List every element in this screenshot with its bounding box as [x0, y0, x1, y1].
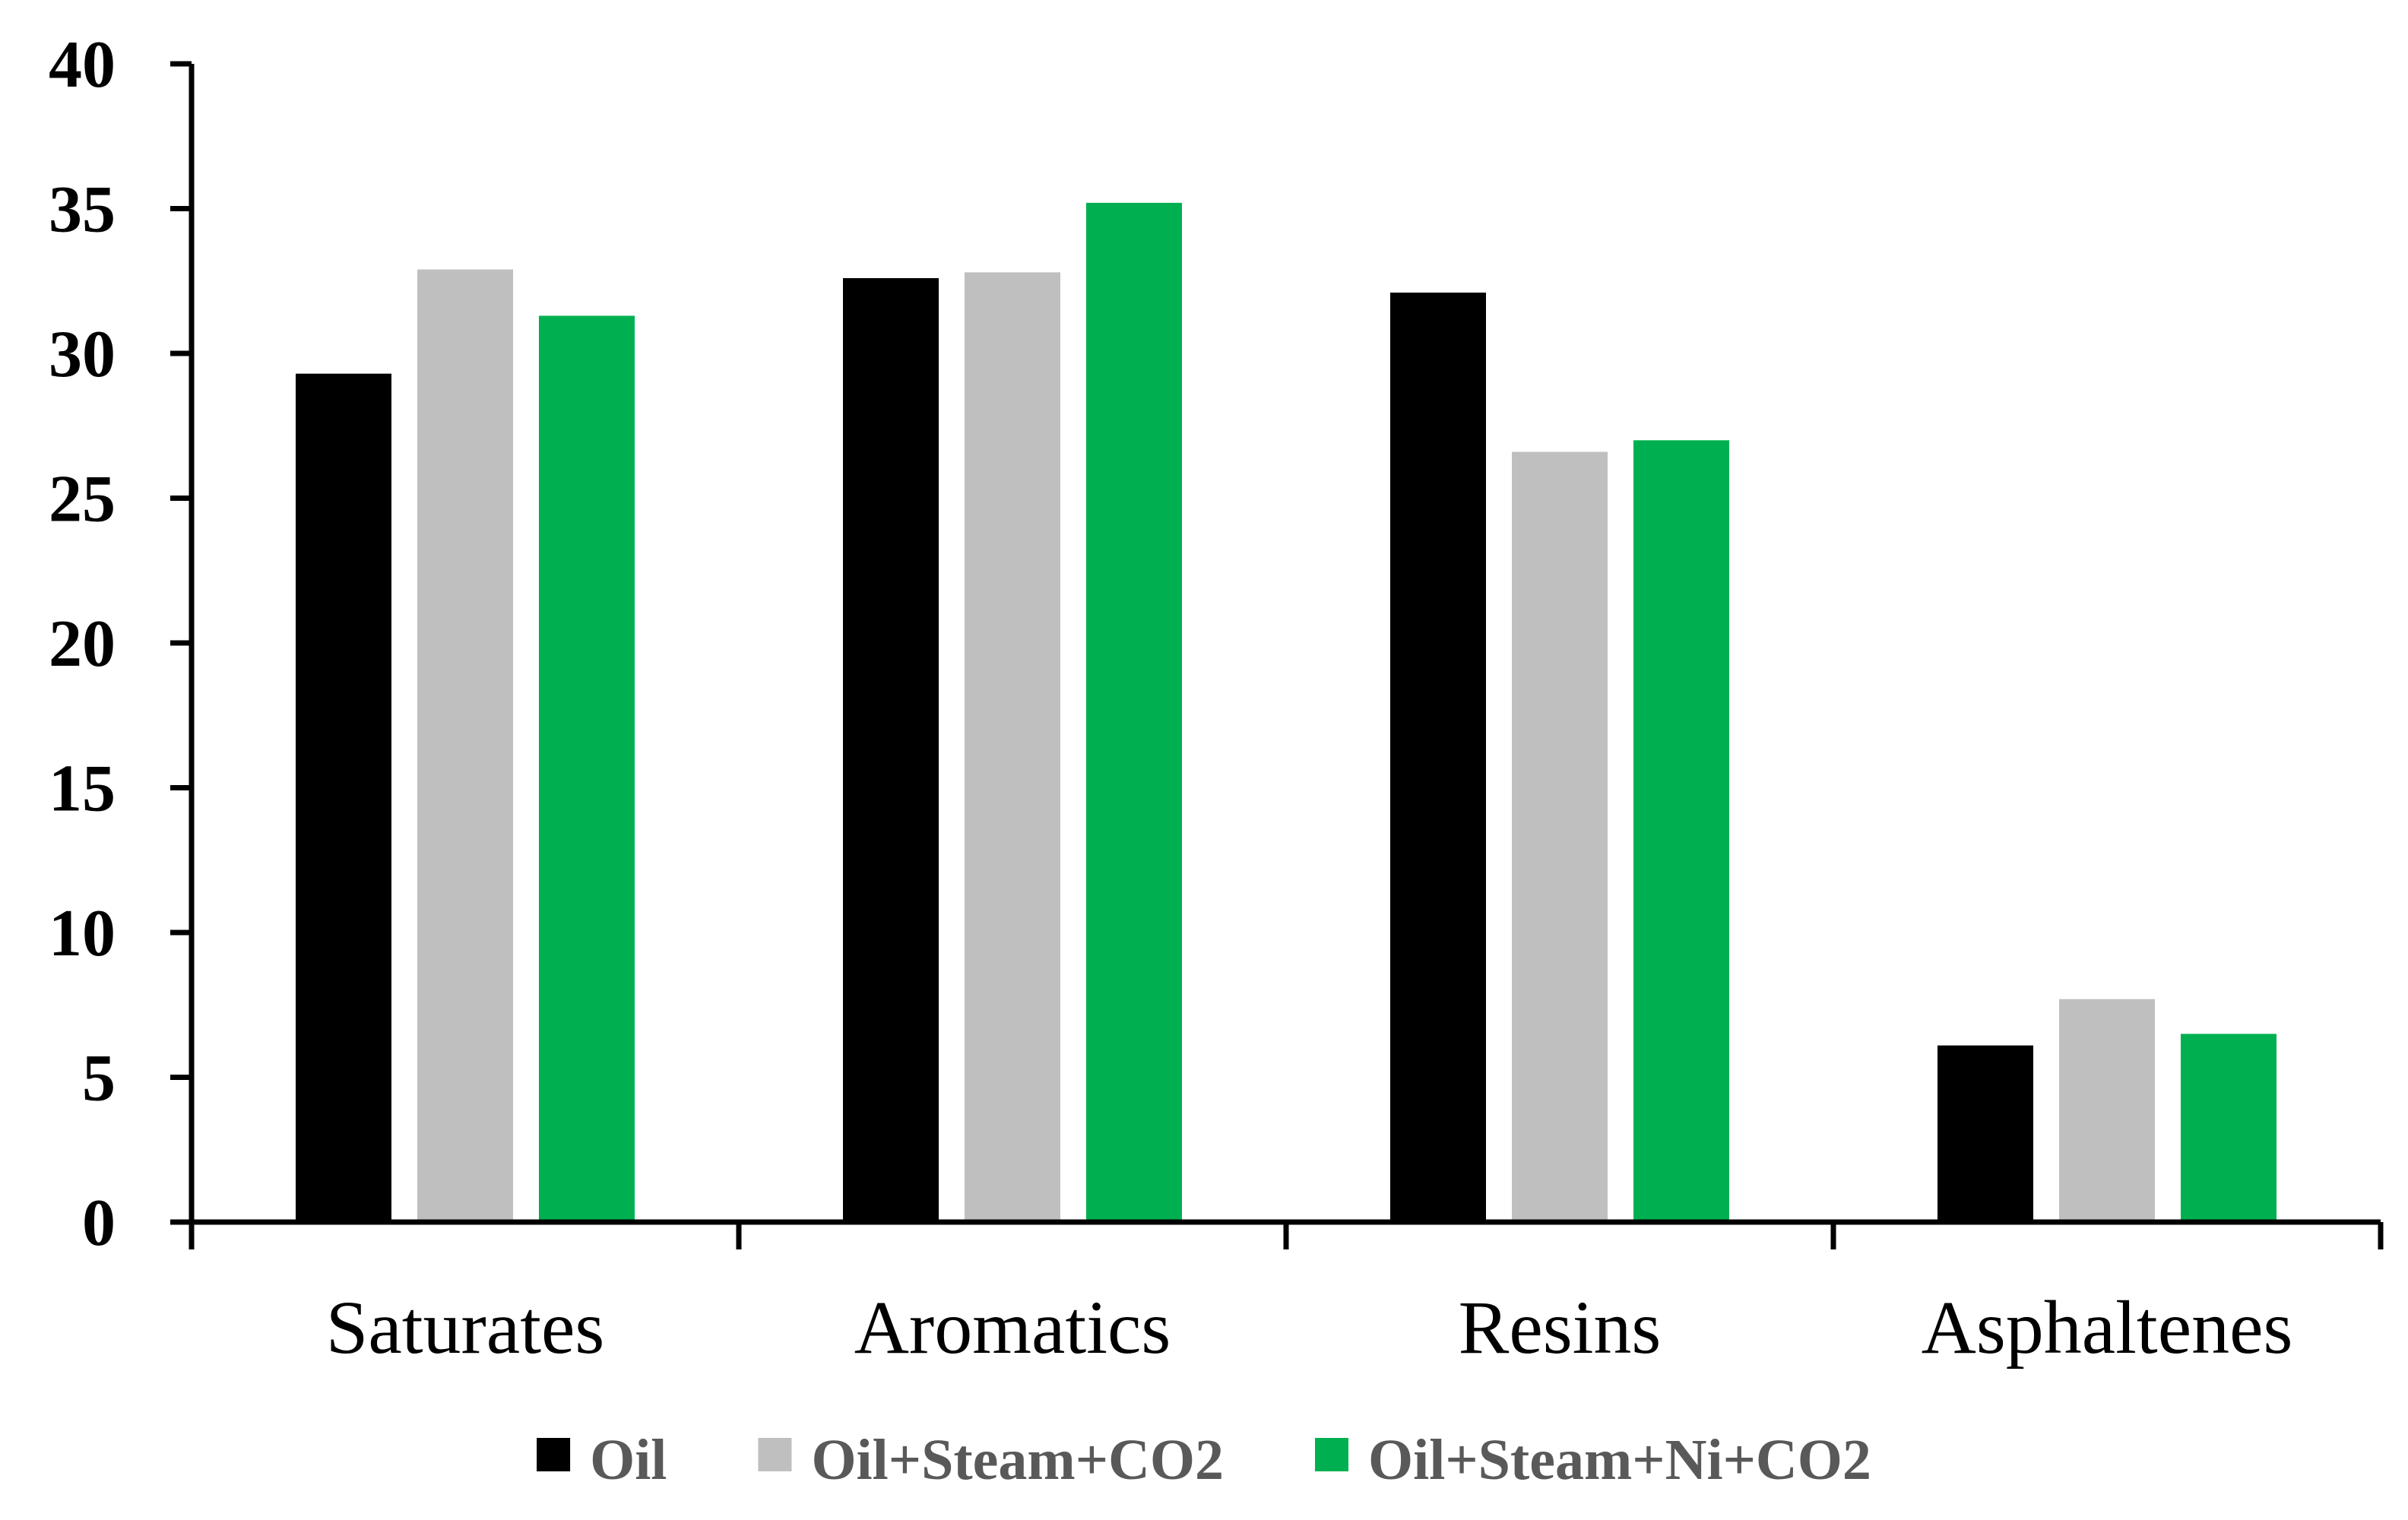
legend-label-oil: Oil — [590, 1428, 667, 1492]
x-tick-label-asphaltenes: Asphaltenes — [1922, 1285, 2293, 1370]
legend-label-oil-steam-ni-co2: Oil+Steam+Ni+CO2 — [1368, 1428, 1871, 1492]
bar-oil-steam-ni-co2-aromatics — [1086, 202, 1182, 1222]
bar-oil-steam-co2-resins — [1512, 451, 1608, 1222]
legend-swatch-oil-steam-co2 — [758, 1438, 792, 1471]
bar-oil-saturates — [296, 373, 391, 1222]
bar-oil-steam-ni-co2-asphaltenes — [2181, 1034, 2277, 1222]
y-tick-label-0: 0 — [82, 1186, 116, 1260]
legend: Oil Oil+Steam+CO2 Oil+Steam+Ni+CO2 — [537, 1428, 1871, 1492]
bars-group — [296, 202, 2277, 1223]
y-tick-label-10: 10 — [49, 897, 116, 971]
y-tick-label-25: 25 — [49, 463, 116, 537]
x-tick-label-saturates: Saturates — [326, 1285, 605, 1370]
x-tick-label-aromatics: Aromatics — [854, 1285, 1171, 1370]
axes-group: 0 5 10 15 20 25 30 35 40 Saturates Aromatics Resins… — [49, 28, 2384, 1370]
y-tick-label-30: 30 — [49, 318, 116, 391]
bar-oil-resins — [1390, 292, 1486, 1222]
x-tick-label-resins: Resins — [1459, 1285, 1662, 1370]
bar-oil-steam-co2-asphaltenes — [2059, 999, 2155, 1222]
y-tick-label-35: 35 — [49, 173, 116, 247]
legend-swatch-oil-steam-ni-co2 — [1315, 1438, 1349, 1471]
bar-oil-steam-ni-co2-saturates — [539, 315, 635, 1223]
y-tick-label-15: 15 — [49, 752, 116, 826]
y-tick-label-20: 20 — [49, 607, 116, 681]
bar-oil-steam-ni-co2-resins — [1633, 440, 1729, 1222]
bar-oil-steam-co2-saturates — [417, 269, 513, 1222]
bar-oil-steam-co2-aromatics — [965, 272, 1060, 1222]
bar-oil-asphaltenes — [1937, 1045, 2033, 1222]
legend-swatch-oil — [537, 1438, 571, 1471]
y-tick-label-5: 5 — [82, 1042, 116, 1116]
legend-label-oil-steam-co2: Oil+Steam+CO2 — [811, 1428, 1224, 1492]
bar-oil-aromatics — [843, 277, 939, 1223]
y-tick-label-40: 40 — [49, 28, 116, 102]
